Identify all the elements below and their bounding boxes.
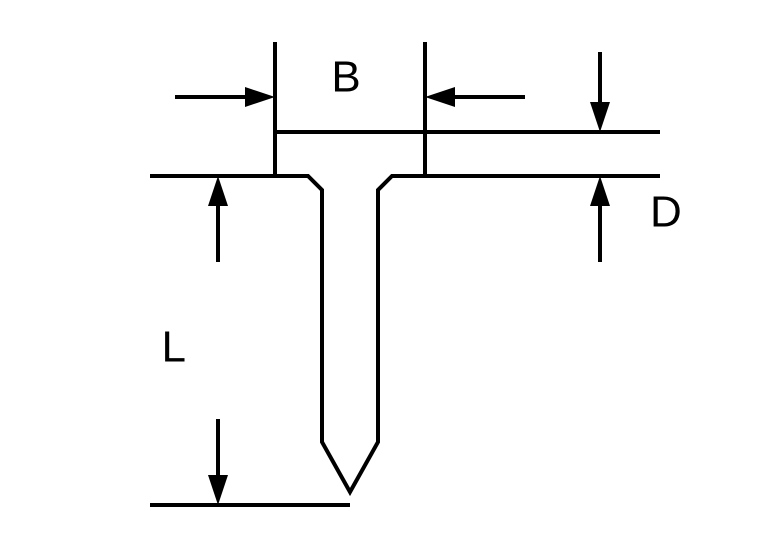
dim-arrowhead — [590, 102, 610, 132]
nail-outline — [275, 132, 425, 492]
dim-arrowhead — [208, 475, 228, 505]
dim-label-B: B — [331, 53, 360, 102]
dim-arrowhead — [245, 87, 275, 107]
dim-label-L: L — [162, 323, 186, 372]
dim-arrowhead — [208, 176, 228, 206]
dim-arrowhead — [590, 176, 610, 206]
dim-arrowhead — [425, 87, 455, 107]
dim-label-D: D — [650, 188, 682, 237]
